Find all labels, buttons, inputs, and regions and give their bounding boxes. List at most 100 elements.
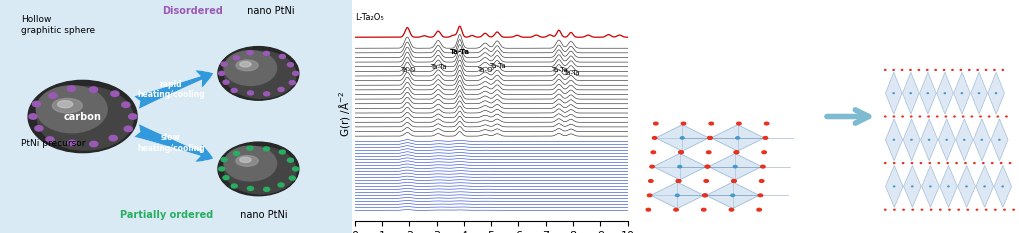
Circle shape: [32, 83, 133, 150]
Polygon shape: [708, 153, 762, 180]
Circle shape: [894, 116, 895, 117]
Circle shape: [706, 151, 711, 154]
Circle shape: [39, 88, 126, 145]
Circle shape: [894, 209, 895, 210]
Circle shape: [703, 194, 707, 197]
Circle shape: [292, 167, 299, 171]
Circle shape: [34, 84, 131, 149]
Circle shape: [709, 122, 713, 125]
Circle shape: [762, 151, 766, 154]
Circle shape: [912, 186, 913, 187]
Circle shape: [218, 71, 224, 75]
Circle shape: [247, 146, 253, 150]
Circle shape: [245, 65, 272, 82]
Circle shape: [947, 163, 949, 164]
Ellipse shape: [239, 157, 251, 162]
Polygon shape: [938, 119, 956, 161]
Circle shape: [984, 186, 985, 187]
Text: Ta-Ta: Ta-Ta: [550, 67, 568, 73]
Circle shape: [759, 180, 764, 182]
Circle shape: [49, 93, 57, 98]
Circle shape: [911, 139, 912, 140]
Circle shape: [50, 95, 115, 138]
Polygon shape: [886, 165, 903, 207]
Circle shape: [678, 165, 682, 168]
Polygon shape: [655, 125, 709, 151]
Circle shape: [998, 116, 999, 117]
Circle shape: [218, 142, 299, 196]
Circle shape: [936, 116, 937, 117]
Circle shape: [763, 137, 767, 139]
Circle shape: [234, 57, 282, 89]
Text: Ta-O: Ta-O: [477, 67, 493, 73]
Circle shape: [222, 49, 294, 97]
Circle shape: [679, 151, 684, 154]
Circle shape: [985, 209, 986, 210]
Text: carbon: carbon: [63, 112, 102, 121]
Circle shape: [225, 51, 292, 96]
Circle shape: [248, 162, 269, 176]
Circle shape: [677, 180, 681, 182]
Polygon shape: [956, 119, 973, 161]
Circle shape: [247, 65, 270, 81]
FancyArrowPatch shape: [133, 70, 214, 109]
Circle shape: [980, 116, 981, 117]
Circle shape: [67, 86, 75, 91]
Circle shape: [30, 82, 136, 151]
Circle shape: [894, 163, 895, 164]
Circle shape: [279, 150, 285, 154]
Polygon shape: [973, 119, 990, 161]
Polygon shape: [651, 182, 704, 209]
Circle shape: [646, 208, 650, 211]
Polygon shape: [990, 119, 1008, 161]
Circle shape: [253, 70, 264, 77]
Text: PtNi precursor: PtNi precursor: [21, 139, 86, 148]
Circle shape: [223, 50, 293, 97]
Text: Ta-Ta: Ta-Ta: [489, 62, 505, 69]
Circle shape: [679, 151, 684, 154]
Circle shape: [235, 58, 281, 89]
Circle shape: [264, 92, 270, 96]
Circle shape: [79, 114, 87, 119]
Circle shape: [252, 69, 265, 78]
Circle shape: [59, 101, 106, 132]
Circle shape: [257, 72, 260, 74]
Circle shape: [66, 106, 99, 127]
Circle shape: [912, 209, 913, 210]
FancyArrowPatch shape: [133, 124, 214, 162]
Text: Disordered: Disordered: [162, 6, 222, 16]
Circle shape: [292, 71, 299, 75]
Circle shape: [46, 93, 119, 140]
Circle shape: [221, 48, 297, 98]
Circle shape: [64, 104, 101, 129]
Circle shape: [71, 109, 94, 124]
Circle shape: [653, 122, 658, 125]
Circle shape: [902, 69, 903, 70]
Ellipse shape: [57, 101, 72, 108]
Circle shape: [224, 51, 276, 86]
Circle shape: [252, 164, 265, 173]
Circle shape: [1003, 69, 1004, 70]
Circle shape: [219, 48, 298, 99]
Circle shape: [239, 61, 277, 86]
Polygon shape: [886, 72, 902, 114]
Circle shape: [228, 149, 288, 188]
Circle shape: [224, 146, 276, 181]
Circle shape: [70, 108, 96, 125]
Polygon shape: [958, 165, 975, 207]
Circle shape: [928, 139, 929, 140]
Circle shape: [90, 141, 98, 147]
Circle shape: [233, 56, 239, 60]
Circle shape: [708, 137, 712, 139]
Circle shape: [289, 81, 296, 85]
Circle shape: [985, 69, 986, 70]
Polygon shape: [706, 182, 759, 209]
Circle shape: [902, 116, 903, 117]
Polygon shape: [886, 119, 903, 161]
Circle shape: [253, 165, 264, 172]
Circle shape: [231, 151, 285, 187]
Circle shape: [958, 209, 959, 210]
Circle shape: [995, 209, 996, 210]
Polygon shape: [936, 72, 953, 114]
Circle shape: [221, 158, 227, 162]
